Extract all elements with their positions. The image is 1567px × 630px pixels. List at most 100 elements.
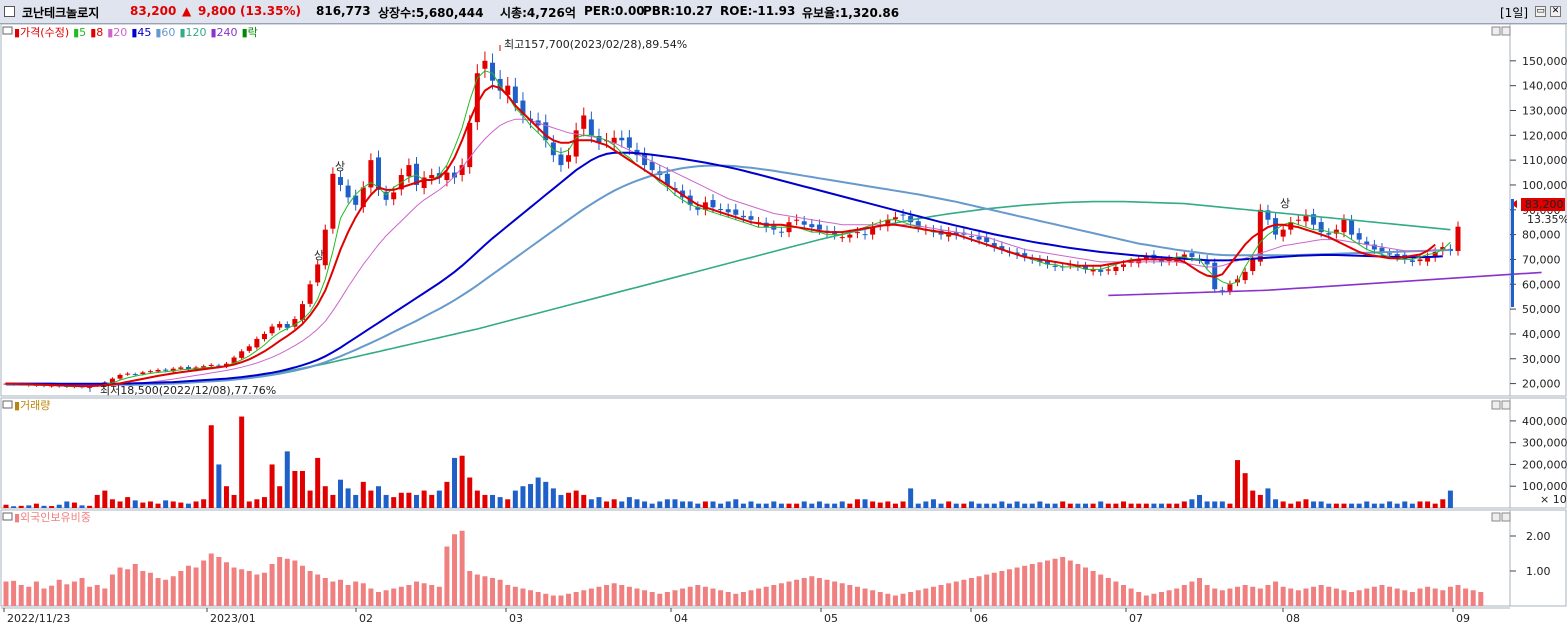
candle <box>360 187 366 208</box>
checkbox[interactable] <box>4 6 15 17</box>
candle <box>809 224 815 228</box>
foreign-bar <box>976 576 982 606</box>
foreign-bar <box>444 546 450 606</box>
volume-bar <box>49 506 55 508</box>
legend-item[interactable]: ▮락 <box>242 26 258 39</box>
legend-item[interactable]: ▮45 <box>131 26 151 39</box>
foreign-bar <box>680 588 686 606</box>
pane-icon <box>2 26 13 35</box>
volume-legend: ▮거래량 <box>14 399 50 412</box>
close-button[interactable]: ✕ <box>1550 6 1561 17</box>
legend-item[interactable]: ▮5 <box>73 26 86 39</box>
foreign-bar <box>900 593 906 606</box>
foreign-bar <box>360 583 366 606</box>
foreign-bar <box>170 576 176 606</box>
listed-shares: 상장수:5,680,444 <box>378 6 484 20</box>
legend-item[interactable]: ▮20 <box>107 26 127 39</box>
stock-chart[interactable]: 150,000 140,000 130,000 120,000 110,000 100,0… <box>0 24 1567 630</box>
foreign-bar <box>566 593 572 606</box>
legend-item[interactable]: ▮60 <box>155 26 175 39</box>
candle <box>573 130 579 157</box>
volume-bar <box>1219 501 1225 508</box>
legend-item[interactable]: ▮240 <box>211 26 238 39</box>
foreign-bar <box>923 588 929 606</box>
volume-bar <box>383 494 389 508</box>
foreign-bar <box>292 560 298 606</box>
foreign-bar <box>1318 585 1324 606</box>
candle <box>984 237 990 243</box>
market-cap: 시총:4,726억 <box>500 6 576 20</box>
foreign-bar <box>155 578 161 606</box>
ma5-line <box>5 70 1451 388</box>
volume-bar <box>908 488 914 508</box>
candle <box>1280 229 1286 237</box>
foreign-bar <box>201 560 207 606</box>
candle <box>239 351 245 358</box>
foreign-bar <box>1417 588 1423 606</box>
foreign-bar <box>854 586 860 606</box>
foreign-bar <box>915 590 921 606</box>
foreign-bar <box>634 588 640 606</box>
volume-bar <box>94 494 100 508</box>
foreign-bar <box>1280 586 1286 606</box>
volume-bar <box>847 503 853 508</box>
foreign-bar <box>991 572 997 606</box>
foreign-bar <box>1022 565 1028 606</box>
candle <box>117 374 123 379</box>
price-tick-label: 110,000 <box>1522 154 1567 167</box>
candle <box>490 62 496 81</box>
volume-bar <box>299 470 305 508</box>
foreign-bar <box>26 586 32 606</box>
price-tick-label: 70,000 <box>1522 253 1561 266</box>
volume-bar <box>566 492 572 508</box>
volume-bar <box>201 499 207 508</box>
foreign-bar <box>1402 590 1408 606</box>
foreign-bar <box>330 581 336 606</box>
candle <box>254 338 260 348</box>
foreign-bar <box>459 530 465 606</box>
candle <box>1159 260 1165 262</box>
ma45-line <box>6 151 1443 385</box>
pane-maximize-button <box>1491 26 1501 36</box>
stock-name[interactable]: 코난테크놀로지 <box>22 6 100 20</box>
foreign-bar <box>246 571 252 606</box>
period-button[interactable]: [1일] <box>1500 6 1529 20</box>
volume-bar <box>1333 503 1339 508</box>
x-tick-label: 04 <box>674 612 688 625</box>
volume-bar <box>718 503 724 508</box>
foreign-bar <box>33 581 39 606</box>
candle <box>566 155 572 162</box>
volume-bar <box>284 451 290 508</box>
foreign-bar <box>383 590 389 606</box>
price-change-pct: (13.35%) <box>240 4 301 18</box>
pane-frame <box>0 24 1511 397</box>
candle <box>497 78 503 91</box>
volume-bar <box>1151 503 1157 508</box>
volume-bar <box>239 416 245 508</box>
volume-bar <box>710 501 716 508</box>
volume-bar <box>1181 501 1187 508</box>
foreign-bar <box>497 579 503 606</box>
foreign-bar <box>482 576 488 606</box>
volume-bar <box>938 503 944 508</box>
volume-bar <box>763 503 769 508</box>
volume-bar <box>11 506 17 508</box>
volume-bar <box>1425 501 1431 508</box>
foreign-bar <box>1440 590 1446 606</box>
legend-item[interactable]: ▮8 <box>90 26 103 39</box>
foreign-bar <box>1250 586 1256 606</box>
foreign-bar <box>763 586 769 606</box>
foreign-bar <box>870 590 876 606</box>
minimize-button[interactable]: ▭ <box>1535 6 1546 17</box>
volume-bar <box>657 501 663 508</box>
volume-bar <box>254 499 260 508</box>
candle <box>649 161 655 171</box>
foreign-bar <box>436 586 442 606</box>
pane-icon <box>2 512 13 521</box>
volume-bar <box>64 501 70 508</box>
legend-item[interactable]: ▮120 <box>179 26 206 39</box>
candle <box>1379 247 1385 252</box>
volume-bar <box>490 494 496 508</box>
volume-bar <box>885 501 891 508</box>
volume-bar <box>459 455 465 508</box>
